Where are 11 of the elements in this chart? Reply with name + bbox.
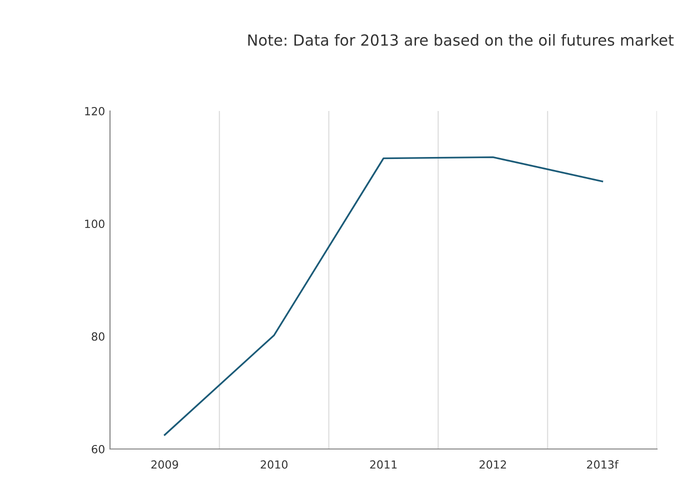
x-tick-label: 2011 (370, 460, 397, 469)
x-tick-label: 2013f (587, 460, 619, 469)
y-tick-label: 80 (92, 332, 104, 341)
y-tick-label: 120 (85, 106, 104, 116)
y-tick-label: 100 (85, 220, 104, 228)
x-tick-label: 2009 (151, 460, 178, 469)
y-tick-label: 60 (92, 444, 104, 454)
text: Note: Data for 2013 are based on the oil futures market (248, 34, 674, 46)
line-series (164, 156, 604, 436)
x-tick-label: 2012 (480, 460, 506, 469)
x-tick-label: 2010 (260, 460, 288, 469)
